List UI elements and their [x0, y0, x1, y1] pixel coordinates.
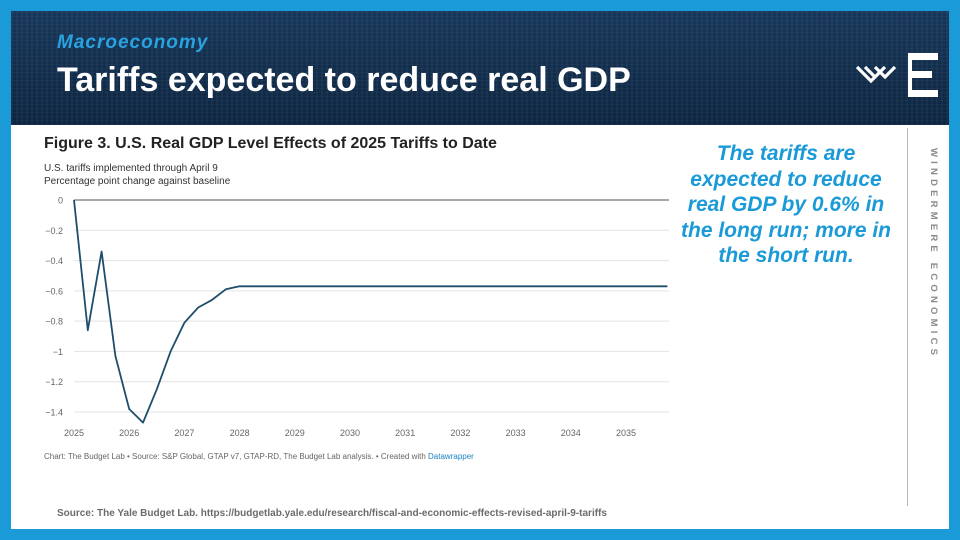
section-kicker: Macroeconomy [57, 32, 209, 53]
chart-credit-text: Chart: The Budget Lab • Source: S&P Glob… [44, 452, 429, 461]
chart-title: Figure 3. U.S. Real GDP Level Effects of… [44, 135, 497, 152]
chart-subtitle: U.S. tariffs implemented through April 9… [44, 163, 230, 188]
datawrapper-link[interactable]: Datawrapper [428, 452, 474, 461]
y-tick-label: 0 [58, 196, 63, 206]
x-tick-label: 2025 [64, 428, 84, 438]
chart-subtitle-line1: U.S. tariffs implemented through April 9 [44, 163, 218, 174]
x-tick-label: 2030 [340, 428, 360, 438]
y-tick-label: −0.6 [45, 286, 63, 296]
y-tick-label: −0.2 [45, 226, 63, 236]
y-tick-label: −0.4 [45, 256, 63, 266]
source-note: Source: The Yale Budget Lab. https://bud… [57, 508, 607, 519]
x-tick-label: 2032 [450, 428, 470, 438]
slide: Macroeconomy Tariffs expected to reduce … [11, 11, 949, 529]
gdp-effect-line [73, 199, 668, 424]
x-tick-label: 2026 [119, 428, 139, 438]
x-tick-label: 2028 [230, 428, 250, 438]
windermere-logo-icon [855, 53, 938, 97]
y-tick-label: −1 [53, 347, 63, 357]
header-banner: Macroeconomy Tariffs expected to reduce … [11, 11, 949, 125]
y-tick-label: −1.4 [45, 408, 63, 418]
y-tick-label: −1.2 [45, 377, 63, 387]
x-tick-label: 2033 [506, 428, 526, 438]
divider-line [907, 128, 908, 506]
x-tick-label: 2034 [561, 428, 581, 438]
x-tick-label: 2035 [616, 428, 636, 438]
chart-credit: Chart: The Budget Lab • Source: S&P Glob… [44, 452, 474, 461]
chart-subtitle-line2: Percentage point change against baseline [44, 175, 231, 187]
callout-text: The tariffs are expected to reduce real … [681, 142, 891, 267]
x-tick-label: 2031 [395, 428, 415, 438]
slide-title: Tariffs expected to reduce real GDP [57, 61, 631, 99]
x-tick-label: 2029 [285, 428, 305, 438]
x-tick-label: 2027 [174, 428, 194, 438]
brand-vertical-text: WINDERMERE ECONOMICS [928, 148, 939, 360]
y-tick-label: −0.8 [45, 317, 63, 327]
